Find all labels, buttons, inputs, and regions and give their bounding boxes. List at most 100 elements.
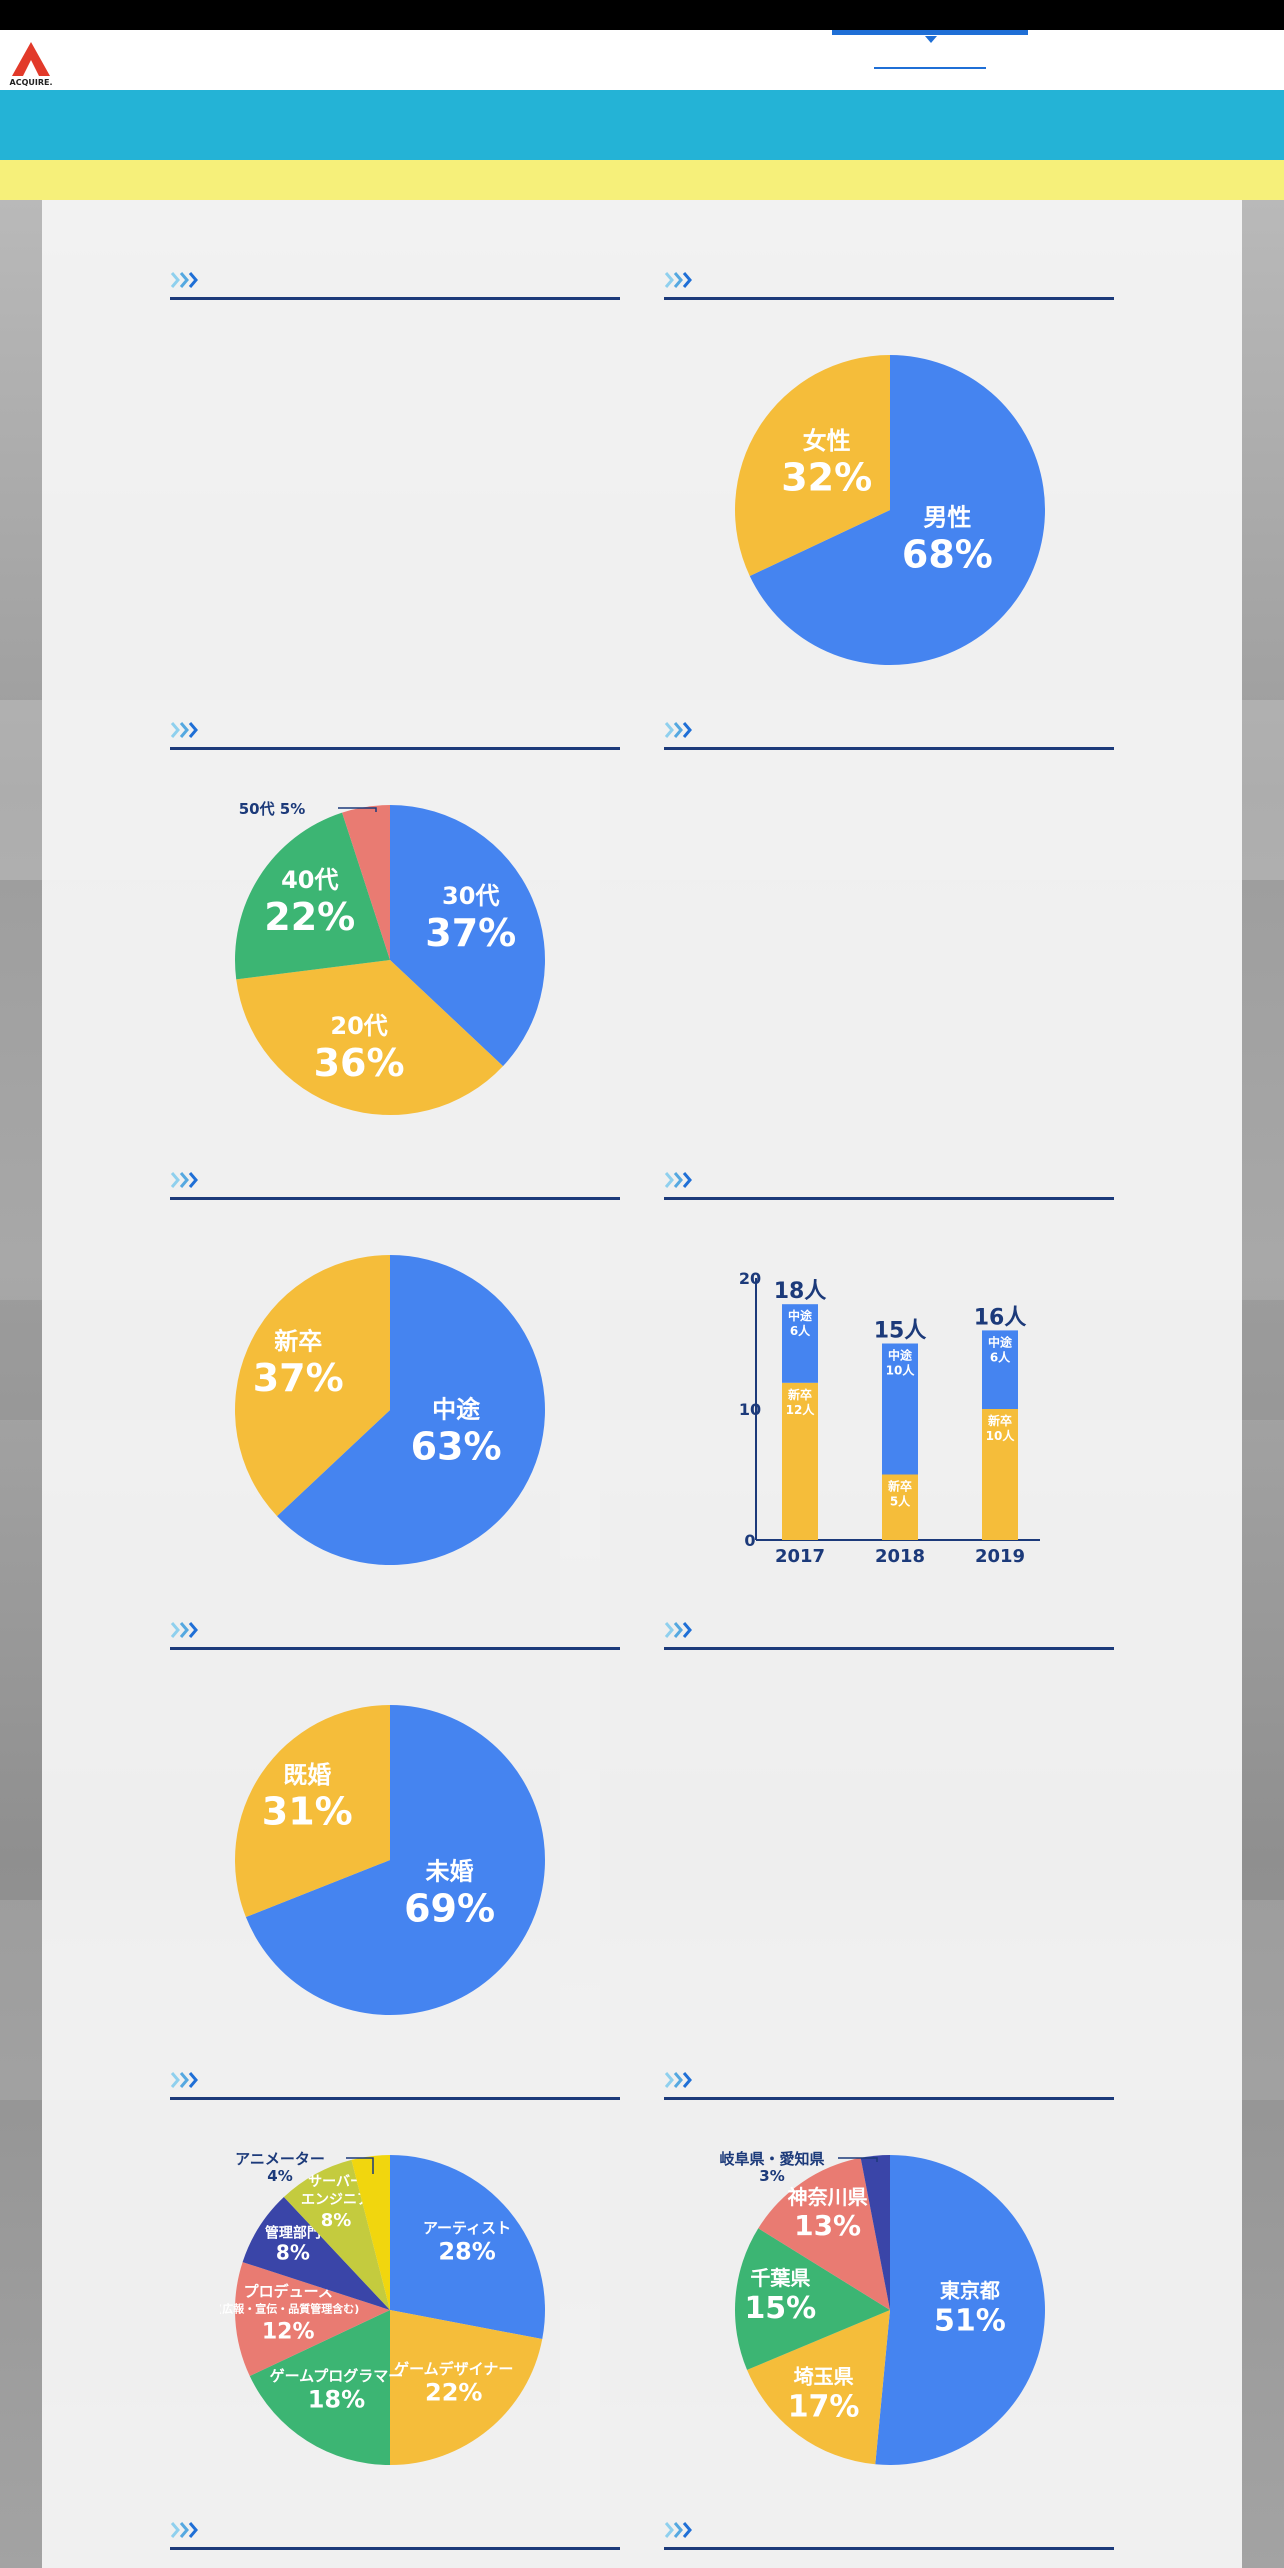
section-rule [170,747,620,750]
section-rule [170,2097,620,2100]
bar-segment-value: 10人 [986,1428,1016,1443]
section-header [664,720,1114,750]
slice-name: アーティスト [423,2219,511,2237]
slice-value: 31% [262,1790,353,1834]
pie-slice-1 [747,2310,890,2465]
pie-slice-2 [735,2228,890,2370]
x-tick-label: 2017 [775,1546,825,1567]
section-rule [170,297,620,300]
chevron-right-icon [664,1172,692,1188]
status-bar [0,0,1284,30]
slice-name: 管理部門 [265,2224,321,2241]
chevron-right-icon [664,272,692,288]
slice-name: 東京都 [940,2278,1000,2302]
pie-slice-4 [860,2155,890,2310]
slice-value: 51% [934,2303,1006,2338]
bar-segment [982,1330,1018,1409]
section-header [664,1620,1114,1650]
pie-slice-1 [235,1255,390,1517]
slice-name: 20代 [330,1012,387,1040]
slice-name: 30代 [442,882,499,910]
slice-name: サーバー [308,2174,364,2190]
slice-name: 既婚 [283,1761,331,1789]
slice-name: 女性 [803,427,851,455]
pie-slice-2 [235,812,390,980]
section-header [170,1170,620,1200]
slice-external-value: 4% [267,2167,292,2185]
slice-value: 12% [262,2319,315,2344]
section-header [170,2520,620,2550]
slice-value: 13% [794,2209,861,2242]
pie-slice-6 [351,2155,390,2310]
bar-total-label: 18人 [774,1279,827,1304]
chevron-right-icon [170,2522,198,2538]
slice-name: ゲームプログラマー [270,2367,404,2385]
pie-slice-0 [245,1705,545,2015]
slice-value: 17% [788,2390,860,2425]
x-tick-label: 2018 [875,1546,925,1567]
bar-segment [882,1474,918,1540]
section-rule [664,2547,1114,2550]
bar-segment [982,1409,1018,1540]
pie-slice-0 [390,2155,545,2340]
slice-name: 男性 [923,504,971,532]
bar-total-label: 15人 [874,1319,927,1344]
pie-slice-0 [749,355,1045,665]
chevron-right-icon [170,1172,198,1188]
section-header [664,270,1114,300]
bar-segment-name: 中途 [788,1308,813,1323]
section-rule [664,747,1114,750]
pie-slice-1 [390,2310,543,2465]
section-header [664,2070,1114,2100]
slice-value: 68% [902,532,993,576]
slice-value: 22% [425,2378,482,2406]
section-rule [664,297,1114,300]
slice-value: 8% [276,2240,310,2264]
pie-slice-0 [390,805,545,1067]
bar-segment-name: 新卒 [988,1413,1012,1428]
logo-text: ACQUIRE. [10,78,53,86]
pie-slice-1 [236,960,503,1115]
section-header [664,2520,1114,2550]
pie-slice-2 [249,2310,390,2465]
acquire-logo[interactable]: ACQUIRE. [8,38,54,87]
section-rule [170,1197,620,1200]
pie-slice-3 [758,2157,890,2310]
nav-caret-icon [925,36,937,43]
hires-by-year-bar-chart: 01020新卒12人中途6人18人2017新卒5人中途10人15人2018新卒1… [739,1269,1040,1567]
slice-external-label: 50代 5% [239,800,306,818]
slice-name: プロデュース [244,2282,333,2300]
section-rule [664,1647,1114,1650]
chevron-right-icon [170,2072,198,2088]
section-header [170,1620,620,1650]
section-header [170,270,620,300]
section-rule [664,2097,1114,2100]
bar-segment-value: 12人 [786,1402,816,1417]
bar-segment-name: 中途 [988,1334,1013,1349]
x-tick-label: 2019 [975,1546,1025,1567]
leader-line [346,2157,374,2174]
bar-segment-name: 新卒 [888,1479,912,1494]
slice-external-label: アニメーター [235,2150,325,2168]
bar-segment [882,1343,918,1475]
slice-value: 37% [425,911,516,955]
chevron-right-icon [170,722,198,738]
site-header: ACQUIRE. [0,30,1284,90]
nav-active-indicator [832,30,1028,35]
chevron-right-icon [664,2522,692,2538]
pie-slice-0 [875,2155,1046,2465]
slice-value: 18% [308,2386,365,2414]
y-tick-label: 0 [744,1531,755,1550]
nav-active-underline[interactable] [874,67,986,69]
slice-external-value: 3% [759,2167,784,2185]
section-header [664,1170,1114,1200]
leader-line [338,807,377,812]
pie-slice-1 [235,1705,390,1918]
section-header [170,2070,620,2100]
leader-line [838,2157,878,2162]
slice-value: 37% [253,1356,344,1400]
pie-slice-0 [277,1255,545,1565]
chevron-right-icon [170,272,198,288]
chevron-right-icon [664,722,692,738]
